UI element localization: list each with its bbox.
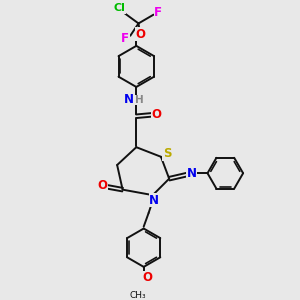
Text: F: F: [122, 32, 129, 45]
Text: F: F: [154, 6, 162, 19]
Text: CH₃: CH₃: [129, 291, 146, 300]
Text: N: N: [149, 194, 159, 207]
Text: O: O: [135, 28, 146, 41]
Text: S: S: [163, 147, 171, 160]
Text: O: O: [151, 108, 161, 121]
Text: Cl: Cl: [113, 3, 125, 13]
Text: H: H: [136, 95, 144, 105]
Text: O: O: [98, 179, 108, 192]
Text: N: N: [187, 167, 197, 180]
Text: N: N: [124, 93, 134, 106]
Text: O: O: [143, 271, 153, 284]
